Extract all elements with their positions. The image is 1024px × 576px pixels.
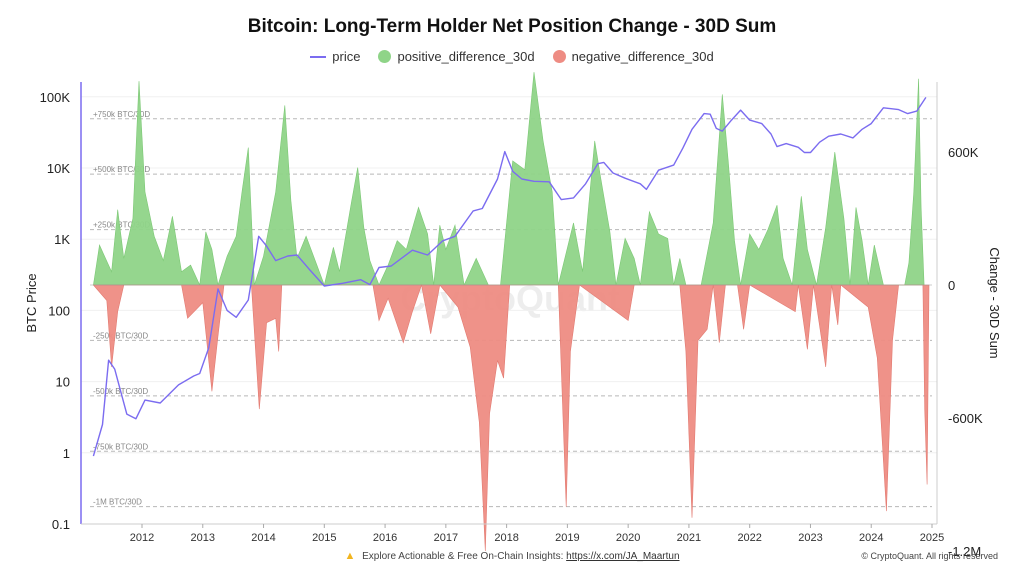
legend-label-negative: negative_difference_30d: [571, 49, 714, 64]
left-axis-title: BTC Price: [24, 273, 39, 332]
reference-line-label: +250k BTC/30D: [93, 221, 150, 230]
x-tick-label: 2022: [737, 532, 761, 544]
left-tick-label: 10K: [47, 161, 70, 176]
x-tick-label: 2016: [373, 532, 397, 544]
legend-item-positive[interactable]: positive_difference_30d: [378, 49, 535, 64]
reference-line-label: -750k BTC/30D: [93, 442, 148, 451]
footer-link[interactable]: https://x.com/JA_Maartun: [566, 551, 680, 562]
bell-icon: ▲: [344, 550, 356, 562]
footer-insights: ▲ Explore Actionable & Free On-Chain Ins…: [0, 550, 1024, 562]
chart-title: Bitcoin: Long-Term Holder Net Position C…: [247, 16, 777, 37]
reference-line-label: -1M BTC/30D: [93, 498, 142, 507]
left-tick-label: 0.1: [52, 517, 70, 532]
price-line: [92, 97, 927, 457]
legend-label-positive: positive_difference_30d: [397, 49, 535, 64]
x-tick-label: 2018: [494, 532, 518, 544]
right-tick-label: -600K: [948, 411, 983, 426]
legend-swatch-negative: [552, 50, 566, 63]
left-tick-label: 10: [56, 375, 70, 390]
x-tick-label: 2013: [191, 532, 215, 544]
x-tick-label: 2024: [859, 532, 883, 544]
reference-line-label: +750k BTC/30D: [93, 110, 150, 119]
positive-difference-area: [93, 72, 925, 287]
legend-label-price: price: [332, 49, 361, 64]
x-tick-label: 2025: [920, 532, 944, 544]
left-tick-label: 100K: [40, 90, 71, 105]
right-tick-label: 600K: [948, 145, 979, 160]
negative-difference-area: [92, 283, 930, 552]
x-tick-label: 2020: [616, 532, 640, 544]
footer: ▲ Explore Actionable & Free On-Chain Ins…: [0, 550, 1024, 566]
left-tick-label: 100: [48, 303, 70, 318]
footer-copyright: © CryptoQuant. All rights reserved: [861, 551, 998, 561]
right-axis-title: Change - 30D Sum: [987, 247, 1002, 358]
legend-item-price[interactable]: price: [310, 49, 360, 64]
reference-line-label: -250k BTC/30D: [93, 331, 148, 340]
x-tick-label: 2023: [798, 532, 822, 544]
legend-swatch-positive: [378, 50, 392, 63]
x-tick-label: 2017: [434, 532, 458, 544]
legend-item-negative[interactable]: negative_difference_30d: [552, 49, 714, 64]
x-tick-label: 2015: [312, 532, 336, 544]
x-tick-label: 2021: [677, 532, 701, 544]
footer-text: Explore Actionable & Free On-Chain Insig…: [362, 551, 564, 562]
legend-swatch-price: [310, 55, 327, 58]
chart-legend: price positive_difference_30d negative_d…: [0, 49, 1024, 64]
reference-line-label: +500k BTC/30D: [93, 165, 150, 174]
left-tick-label: 1K: [54, 232, 70, 247]
right-tick-label: -1.2M: [948, 544, 981, 559]
x-tick-label: 2019: [555, 532, 579, 544]
x-tick-label: 2014: [251, 532, 275, 544]
right-tick-label: 0: [948, 278, 955, 293]
left-tick-label: 1: [63, 446, 70, 461]
x-tick-label: 2012: [130, 532, 154, 544]
